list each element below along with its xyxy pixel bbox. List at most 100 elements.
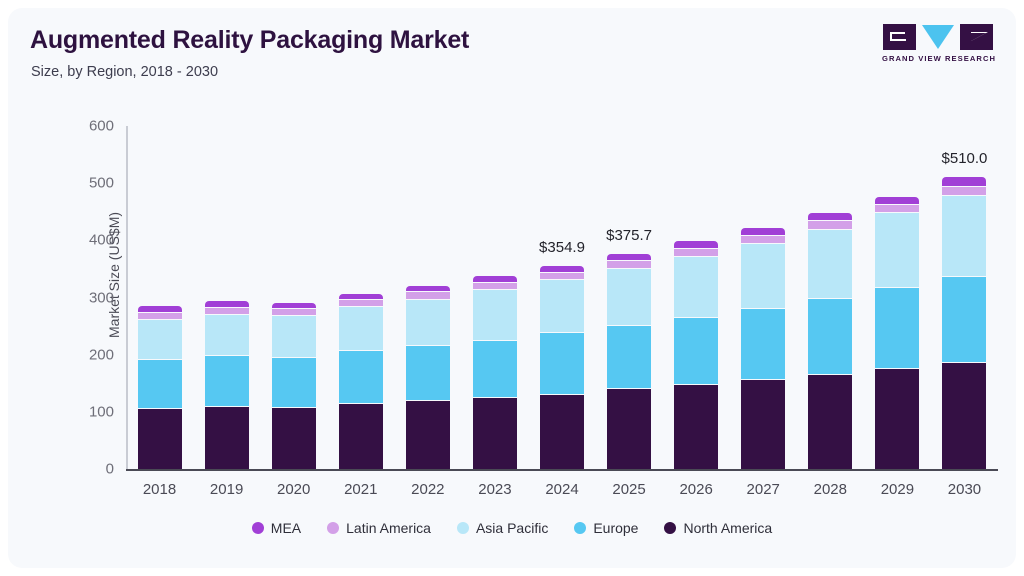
- bar-group[interactable]: 2023: [472, 126, 517, 498]
- bar-segment-asia-pacific[interactable]: [741, 243, 786, 308]
- bar-group[interactable]: 2028: [808, 126, 853, 498]
- bar-stack[interactable]: [472, 276, 517, 469]
- bar-segment-north-america[interactable]: [942, 362, 987, 469]
- legend-item-mea[interactable]: MEA: [251, 520, 302, 536]
- bar-segment-europe[interactable]: [204, 355, 249, 407]
- bar-segment-europe[interactable]: [741, 307, 786, 380]
- bar-segment-latin-america[interactable]: [338, 298, 383, 306]
- bar-segment-asia-pacific[interactable]: [137, 318, 182, 359]
- bar-segment-mea[interactable]: [607, 254, 652, 261]
- bar-segment-asia-pacific[interactable]: [472, 288, 517, 341]
- bar-segment-latin-america[interactable]: [472, 282, 517, 289]
- bar-segment-asia-pacific[interactable]: [204, 313, 249, 356]
- bar-segment-europe[interactable]: [607, 324, 652, 389]
- bar-segment-asia-pacific[interactable]: [674, 256, 719, 317]
- bar-group[interactable]: $510.0 2030: [942, 126, 988, 498]
- bar-segment-mea[interactable]: [271, 303, 316, 309]
- bar-segment-mea[interactable]: [137, 306, 182, 312]
- bar-segment-mea[interactable]: [741, 227, 786, 235]
- bar-segment-asia-pacific[interactable]: [540, 279, 584, 332]
- bar-segment-latin-america[interactable]: [674, 248, 719, 257]
- bar-segment-mea[interactable]: [405, 286, 450, 292]
- legend-label: MEA: [270, 520, 302, 536]
- bar-segment-north-america[interactable]: [204, 406, 249, 469]
- bar-segment-asia-pacific[interactable]: [338, 305, 383, 351]
- bar-segment-north-america[interactable]: [338, 402, 383, 469]
- bar-segment-asia-pacific[interactable]: [405, 298, 450, 345]
- bar-segment-mea[interactable]: [942, 177, 987, 187]
- legend-item-europe[interactable]: Europe: [574, 520, 638, 536]
- bar-segment-mea[interactable]: [204, 300, 249, 307]
- bar-segment-latin-america[interactable]: [942, 186, 987, 196]
- bar-segment-asia-pacific[interactable]: [875, 212, 920, 288]
- bar-segment-latin-america[interactable]: [808, 220, 853, 229]
- bar-segment-asia-pacific[interactable]: [607, 268, 652, 325]
- bar-segment-north-america[interactable]: [137, 407, 182, 469]
- bar-segment-mea[interactable]: [875, 196, 920, 204]
- bar-segment-latin-america[interactable]: [607, 260, 652, 269]
- bar-segment-mea[interactable]: [808, 213, 853, 221]
- bar-group[interactable]: 2019: [204, 126, 249, 498]
- bar-segment-europe[interactable]: [472, 340, 517, 397]
- bar-segment-europe[interactable]: [271, 356, 316, 408]
- bar-stack[interactable]: [607, 254, 652, 469]
- bar-segment-north-america[interactable]: [540, 394, 584, 469]
- bar-stack[interactable]: [741, 227, 786, 469]
- bar-segment-europe[interactable]: [137, 358, 182, 408]
- bar-segment-latin-america[interactable]: [540, 271, 584, 280]
- bar-segment-north-america[interactable]: [674, 383, 719, 469]
- bar-stack[interactable]: [405, 286, 450, 469]
- legend-item-asia-pacific[interactable]: Asia Pacific: [456, 520, 548, 536]
- bar-segment-europe[interactable]: [942, 275, 987, 363]
- bar-group[interactable]: 2029: [875, 126, 920, 498]
- bar-group[interactable]: $375.7 2025: [606, 126, 652, 498]
- bar-segment-latin-america[interactable]: [875, 203, 920, 213]
- bar-segment-mea[interactable]: [674, 241, 719, 249]
- bar-segment-latin-america[interactable]: [137, 311, 182, 319]
- bar-segment-asia-pacific[interactable]: [942, 195, 987, 276]
- x-tick-label: 2023: [478, 481, 512, 498]
- bar-segment-north-america[interactable]: [808, 374, 853, 469]
- bar-segment-europe[interactable]: [405, 344, 450, 401]
- bar-stack[interactable]: [875, 196, 920, 469]
- bar-segment-latin-america[interactable]: [741, 234, 786, 244]
- bar-segment-mea[interactable]: [472, 276, 517, 283]
- bar-group[interactable]: 2026: [674, 126, 719, 498]
- bar-segment-latin-america[interactable]: [271, 308, 316, 316]
- bar-segment-north-america[interactable]: [741, 379, 786, 469]
- bar-segment-europe[interactable]: [808, 298, 853, 375]
- bar-stack[interactable]: [942, 177, 987, 469]
- bar-segment-europe[interactable]: [875, 287, 920, 369]
- bar-group[interactable]: 2027: [741, 126, 786, 498]
- bar-segment-europe[interactable]: [338, 350, 383, 403]
- bar-stack[interactable]: [338, 293, 383, 470]
- bar-segment-asia-pacific[interactable]: [808, 228, 853, 299]
- bar-group[interactable]: $354.9 2024: [539, 126, 585, 498]
- bar-group[interactable]: 2021: [338, 126, 383, 498]
- bar-group[interactable]: 2020: [271, 126, 316, 498]
- bar-stack[interactable]: [808, 213, 853, 469]
- bar-segment-latin-america[interactable]: [204, 306, 249, 314]
- bar-stack[interactable]: [204, 300, 249, 469]
- bar-segment-north-america[interactable]: [271, 407, 316, 469]
- bar-segment-north-america[interactable]: [875, 368, 920, 469]
- bar-segment-north-america[interactable]: [607, 388, 652, 469]
- bar-segment-north-america[interactable]: [472, 396, 517, 469]
- bar-segment-north-america[interactable]: [405, 400, 450, 469]
- bar-stack[interactable]: [137, 306, 182, 469]
- bar-stack[interactable]: [540, 266, 584, 469]
- bar-segment-europe[interactable]: [540, 331, 584, 395]
- bar-segment-europe[interactable]: [674, 316, 719, 384]
- bar-segment-mea[interactable]: [338, 293, 383, 299]
- legend-item-latin-america[interactable]: Latin America: [327, 520, 431, 536]
- bar-group[interactable]: 2022: [405, 126, 450, 498]
- bar-group[interactable]: 2018: [137, 126, 182, 498]
- bar-segment-mea[interactable]: [540, 266, 584, 272]
- bar-value-label: $354.9: [539, 239, 585, 257]
- bar-segment-asia-pacific[interactable]: [271, 315, 316, 357]
- bar-stack[interactable]: [271, 303, 316, 469]
- y-tick-label: 0: [105, 460, 114, 478]
- bar-segment-latin-america[interactable]: [405, 291, 450, 299]
- bar-stack[interactable]: [674, 241, 719, 469]
- legend-item-north-america[interactable]: North America: [664, 520, 772, 536]
